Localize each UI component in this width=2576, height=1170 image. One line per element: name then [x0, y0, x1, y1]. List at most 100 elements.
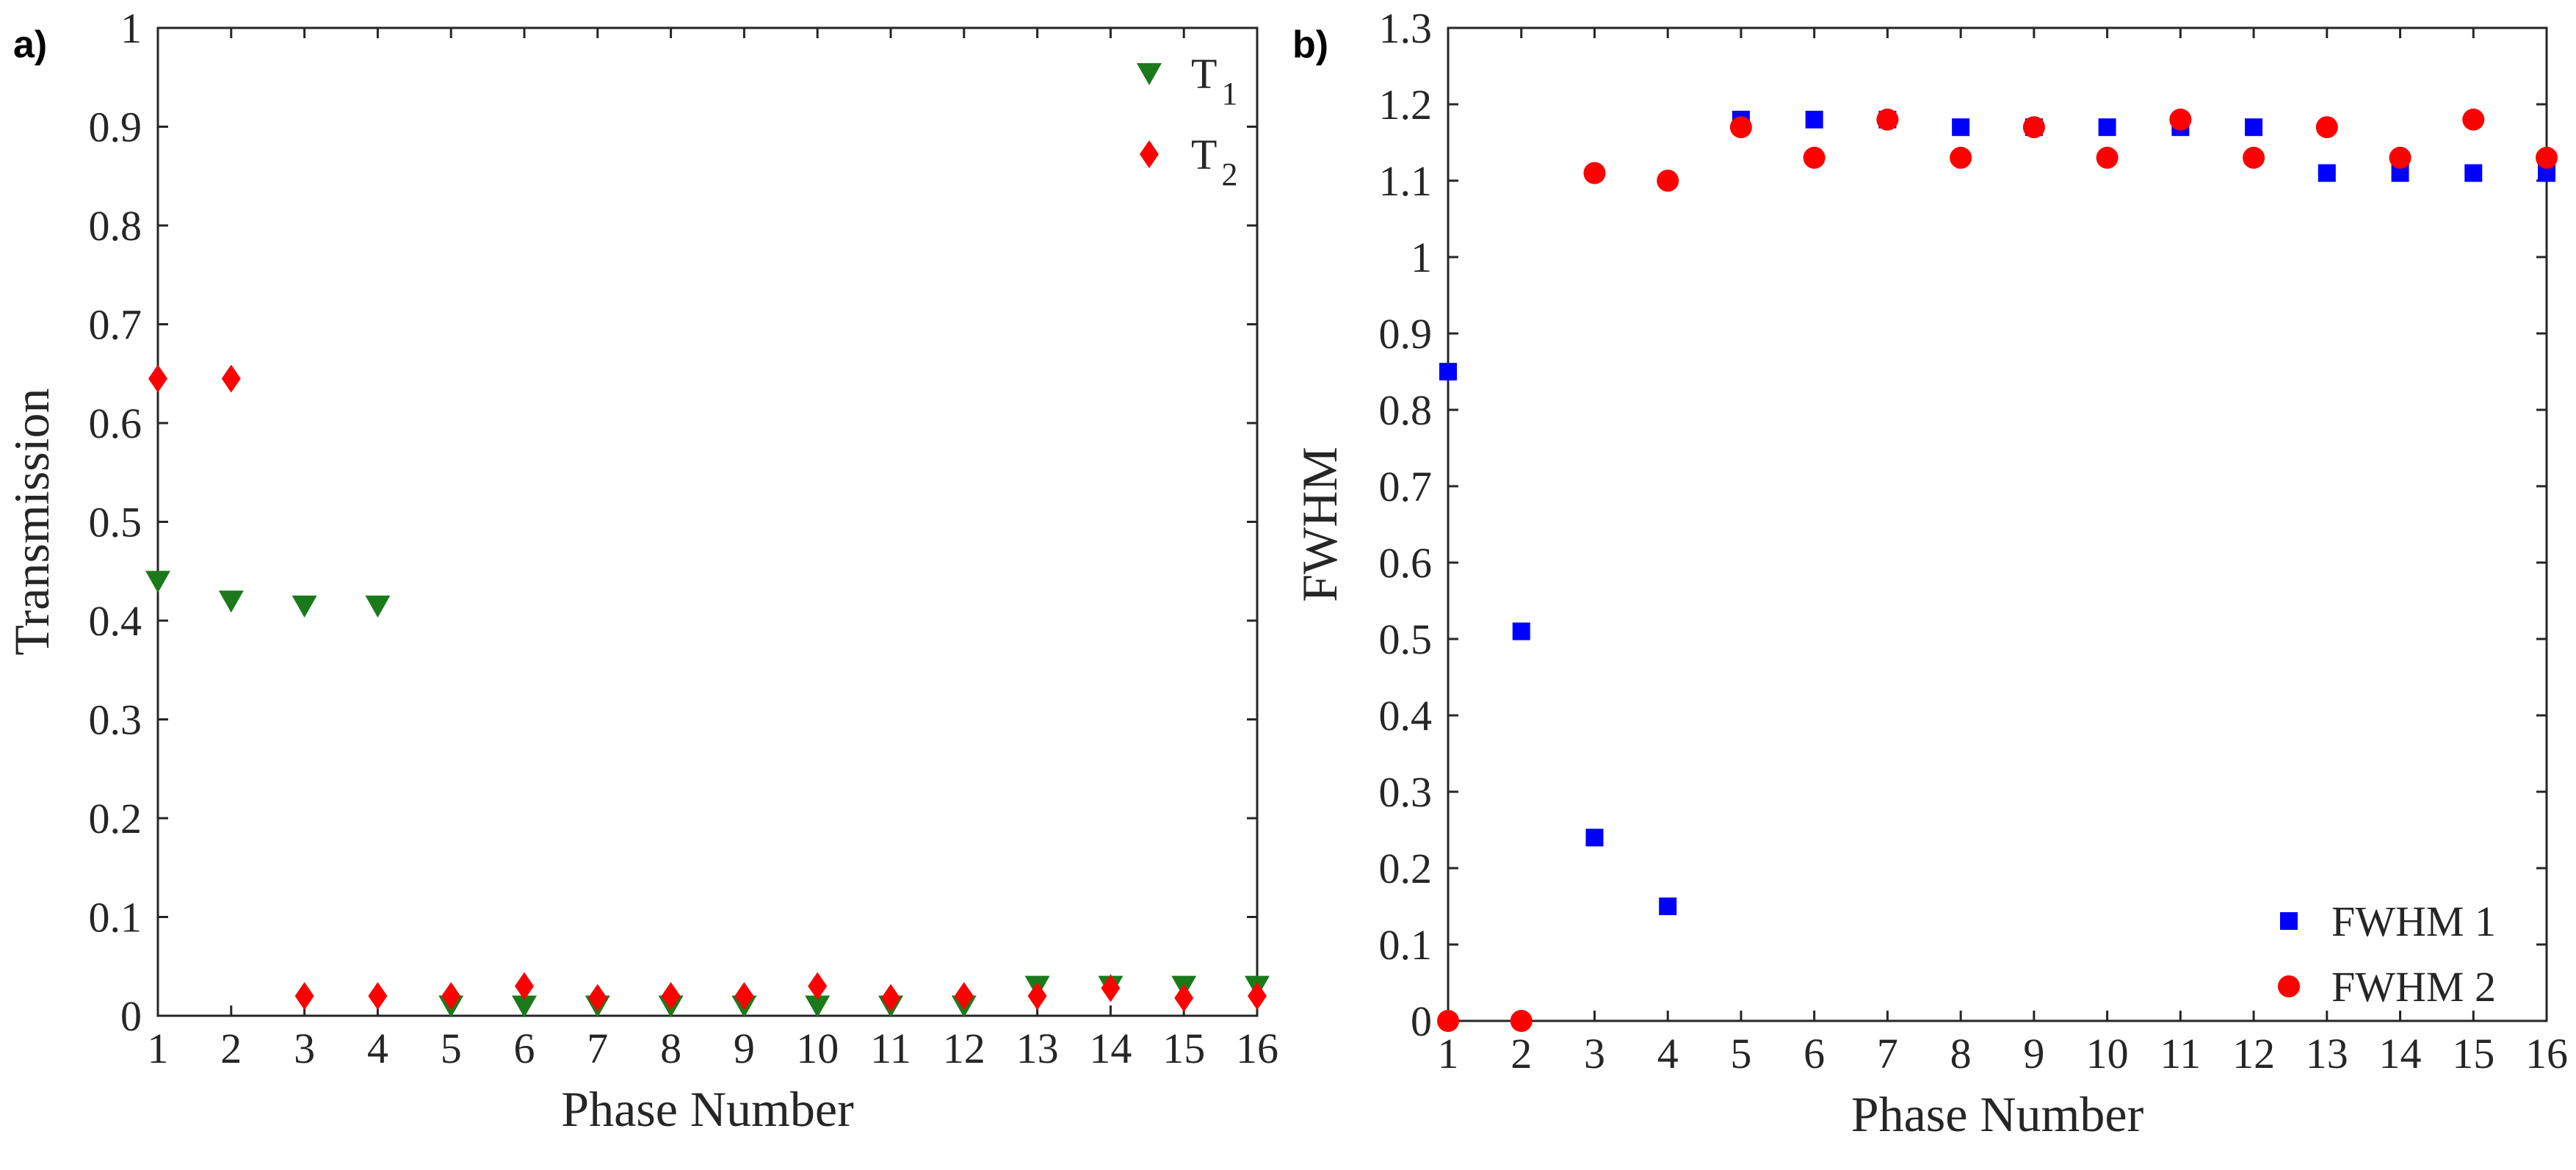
data-point: [1513, 623, 1530, 640]
data-point: [295, 982, 314, 1010]
x-tick-label: 13: [2306, 1030, 2348, 1077]
panel-label: a): [13, 24, 47, 66]
legend-marker: [2278, 975, 2300, 997]
x-tick-label: 8: [1950, 1030, 1972, 1077]
data-point: [1730, 116, 1752, 138]
y-axis-label: Transmission: [4, 388, 59, 655]
data-point: [145, 571, 170, 593]
x-tick-label: 12: [943, 1025, 985, 1072]
data-point: [2316, 116, 2338, 138]
y-tick-label: 0.6: [1379, 539, 1433, 587]
data-point: [365, 596, 390, 618]
x-tick-label: 4: [1657, 1030, 1679, 1077]
series-1: [145, 571, 1270, 1017]
data-point: [1876, 109, 1898, 131]
data-point: [1806, 111, 1823, 129]
data-point: [1585, 828, 1603, 846]
legend-marker: [1140, 140, 1159, 168]
y-tick-label: 0: [120, 992, 142, 1040]
data-point: [1803, 147, 1826, 169]
data-point: [2245, 118, 2262, 136]
data-point: [1174, 984, 1193, 1012]
y-tick-label: 0.6: [89, 400, 142, 447]
legend-label: T2: [1191, 131, 1237, 192]
data-point: [1583, 162, 1605, 184]
data-point: [2462, 109, 2484, 131]
x-tick-label: 4: [367, 1025, 388, 1072]
legend-label: FWHM 2: [2331, 963, 2496, 1011]
data-point: [2169, 109, 2191, 131]
y-tick-label: 0.8: [1379, 386, 1433, 434]
series-2: [148, 364, 1267, 1011]
data-point: [2389, 147, 2412, 169]
data-point: [2243, 147, 2265, 169]
legend-marker: [2280, 912, 2298, 930]
data-point: [2096, 147, 2119, 169]
plot-area-frame: [1448, 28, 2547, 1021]
y-tick-label: 0.8: [89, 202, 142, 250]
data-point: [1657, 170, 1679, 192]
x-tick-label: 6: [514, 1025, 535, 1072]
y-tick-label: 0.9: [89, 104, 142, 151]
x-tick-label: 1: [148, 1025, 169, 1072]
legend-entry-1: FWHM 1: [2280, 898, 2496, 945]
data-point: [1248, 982, 1267, 1010]
x-tick-label: 15: [2452, 1030, 2494, 1077]
legend-marker: [1137, 63, 1162, 85]
y-tick-label: 0.5: [89, 499, 142, 546]
data-point: [588, 984, 607, 1012]
legend-label-text: FWHM 1: [2331, 898, 2496, 945]
data-point: [1659, 898, 1676, 915]
data-point: [1952, 118, 1969, 136]
plot-area-frame: [158, 28, 1257, 1016]
series-1: [1439, 111, 2555, 915]
x-tick-label: 10: [796, 1025, 839, 1072]
y-tick-label: 0.2: [1379, 845, 1433, 892]
data-point: [881, 984, 900, 1012]
y-tick-label: 1: [120, 4, 142, 52]
x-axis-label: Phase Number: [1851, 1086, 2144, 1142]
legend-label-subscript: 2: [1221, 156, 1237, 192]
legend-label-text: T: [1191, 50, 1217, 98]
x-tick-label: 14: [2379, 1030, 2422, 1077]
y-tick-label: 1.2: [1379, 81, 1433, 129]
x-tick-label: 6: [1803, 1030, 1825, 1077]
x-tick-label: 3: [1584, 1030, 1605, 1077]
data-point: [1510, 1010, 1533, 1032]
x-tick-label: 11: [870, 1025, 911, 1072]
y-tick-label: 0.5: [1379, 615, 1433, 663]
x-tick-label: 2: [1510, 1030, 1532, 1077]
panel-label: b): [1292, 24, 1328, 66]
figure: 1 2 3 4 5 6 7 8 9 10 11 12 13 14 15 1600.10.20.30.40.50…: [0, 0, 2576, 1170]
y-tick-label: 0.7: [89, 301, 142, 349]
data-point: [219, 591, 244, 613]
y-tick-label: 0.7: [1379, 463, 1433, 510]
y-tick-label: 0.9: [1379, 310, 1433, 358]
x-tick-label: 9: [734, 1025, 755, 1072]
data-point: [1437, 1010, 1459, 1032]
x-tick-label: 16: [1236, 1025, 1278, 1072]
legend-label-subscript: 1: [1221, 76, 1237, 112]
legend-label-text: T: [1191, 131, 1217, 178]
x-tick-label: 12: [2232, 1030, 2275, 1077]
data-point: [222, 364, 241, 392]
y-tick-label: 0.3: [1379, 768, 1433, 816]
x-tick-label: 2: [220, 1025, 242, 1072]
y-tick-label: 0.2: [89, 795, 142, 842]
data-point: [292, 596, 317, 618]
x-axis-label: Phase Number: [561, 1081, 854, 1137]
x-tick-label: 7: [587, 1025, 608, 1072]
data-point: [1028, 982, 1047, 1010]
y-tick-label: 0: [1411, 997, 1432, 1045]
y-tick-label: 0.4: [1379, 692, 1433, 740]
data-point: [148, 364, 167, 392]
y-tick-label: 1.3: [1379, 4, 1433, 52]
y-tick-label: 0.1: [1379, 921, 1433, 969]
y-tick-label: 0.1: [89, 894, 142, 942]
x-tick-label: 7: [1877, 1030, 1898, 1077]
data-point: [368, 982, 387, 1010]
chart-panel-2: 1 2 3 4 5 6 7 8 9 10 11 12 13 14 15 1600.10.20.30.40.50…: [1292, 4, 2568, 1142]
